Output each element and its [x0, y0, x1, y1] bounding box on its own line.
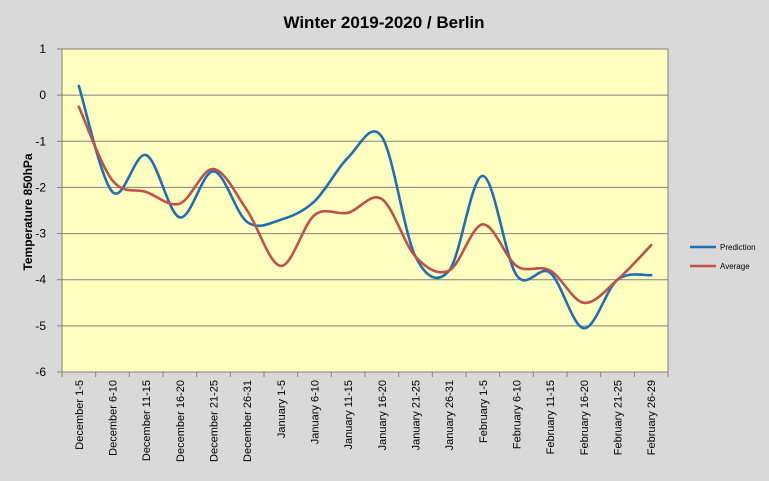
series-line-prediction	[77, 84, 653, 330]
y-tick-label: -4	[35, 273, 46, 287]
grid-lines	[62, 94, 668, 327]
x-tick-label: February 16-20	[579, 380, 591, 455]
x-tick-label: February 11-15	[545, 380, 557, 454]
y-tick-label: 1	[39, 42, 46, 56]
series-line-average	[77, 105, 653, 305]
x-tick-label: February 26-29	[646, 380, 658, 455]
x-axis-ticks: December 1-5 December 6-10 December 11-15 D…	[61, 372, 669, 462]
x-tick-label: January 1-5	[276, 380, 288, 438]
x-tick-label: January 11-15	[343, 380, 355, 450]
y-tick-label: 0	[39, 88, 46, 102]
series-lines	[77, 84, 653, 330]
chart-title: Winter 2019-2020 / Berlin	[283, 13, 484, 32]
legend-label-prediction: Prediction	[720, 243, 756, 252]
y-tick-label: -6	[35, 365, 46, 379]
y-axis-label: Temperature 850hPa	[21, 153, 35, 270]
plot-area	[61, 48, 669, 373]
x-tick-label: December 6-10	[108, 380, 120, 456]
x-tick-label: December 1-5	[74, 380, 86, 450]
x-tick-label: December 26-31	[242, 380, 254, 462]
x-tick-label: December 16-20	[175, 380, 187, 462]
x-tick-label: February 6-10	[512, 380, 524, 449]
y-tick-label: -1	[35, 134, 46, 148]
legend: Prediction Average	[690, 243, 756, 271]
y-tick-label: -5	[35, 319, 46, 333]
x-tick-label: February 1-5	[478, 380, 490, 443]
x-tick-label: December 21-25	[209, 380, 221, 462]
x-tick-label: January 21-25	[411, 380, 423, 450]
x-tick-label: January 16-20	[377, 380, 389, 450]
x-tick-label: January 26-31	[444, 380, 456, 450]
y-tick-label: -2	[35, 180, 46, 194]
x-tick-label: February 21-25	[613, 380, 625, 455]
x-tick-label: December 11-15	[141, 380, 153, 461]
y-tick-label: -3	[35, 227, 46, 241]
y-axis-ticks: 1 0 -1 -2 -3 -4 -5 -6	[35, 42, 62, 379]
legend-label-average: Average	[720, 262, 750, 271]
x-tick-label: January 6-10	[310, 380, 322, 444]
